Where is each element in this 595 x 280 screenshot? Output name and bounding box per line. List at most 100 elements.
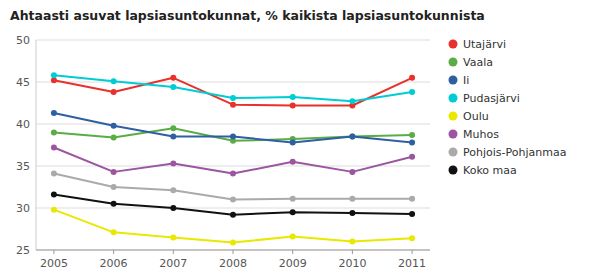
series-line <box>54 210 412 243</box>
x-tick-label: 2007 <box>159 257 187 270</box>
x-tick-label: 2006 <box>100 257 128 270</box>
point <box>170 187 176 193</box>
point <box>230 102 236 108</box>
legend-label: Pudasjärvi <box>463 92 520 105</box>
point <box>170 234 176 240</box>
x-tick <box>352 250 353 254</box>
series-line <box>54 75 412 101</box>
point <box>290 139 296 145</box>
title: Ahtaasti asuvat lapsiasuntokunnat, % kai… <box>10 8 485 23</box>
chart-container: Ahtaasti asuvat lapsiasuntokunnat, % kai… <box>0 0 595 280</box>
series-line <box>54 174 412 200</box>
legend-label: Utajärvi <box>463 38 506 51</box>
point <box>290 196 296 202</box>
point <box>349 239 355 245</box>
legend-label: Vaala <box>463 56 493 69</box>
point <box>51 145 57 151</box>
point <box>111 184 117 190</box>
point <box>349 169 355 175</box>
point <box>51 207 57 213</box>
y-tick-label: 40 <box>16 118 30 131</box>
point <box>51 72 57 78</box>
legend-swatch <box>449 148 458 157</box>
point <box>290 234 296 240</box>
legend-swatch <box>449 112 458 121</box>
point <box>170 84 176 90</box>
point <box>349 196 355 202</box>
point <box>290 94 296 100</box>
point <box>409 132 415 138</box>
point <box>230 171 236 177</box>
legend-swatch <box>449 40 458 49</box>
point <box>409 89 415 95</box>
series-line <box>54 128 412 141</box>
point <box>230 239 236 245</box>
grid-line <box>36 40 430 41</box>
point <box>349 98 355 104</box>
x-tick <box>173 250 174 254</box>
point <box>170 160 176 166</box>
point <box>111 169 117 175</box>
point <box>111 201 117 207</box>
x-tick-label: 2009 <box>279 257 307 270</box>
point <box>111 78 117 84</box>
point <box>111 134 117 140</box>
point <box>349 134 355 140</box>
series-line <box>54 148 412 174</box>
point <box>230 212 236 218</box>
point <box>111 89 117 95</box>
point <box>290 159 296 165</box>
point <box>170 75 176 81</box>
x-tick-label: 2008 <box>219 257 247 270</box>
y-tick-label: 25 <box>16 244 30 257</box>
point <box>409 196 415 202</box>
point <box>290 209 296 215</box>
grid-line <box>36 82 430 83</box>
x-tick-label: 2005 <box>40 257 68 270</box>
legend-swatch <box>449 166 458 175</box>
series-line <box>54 113 412 142</box>
series-line <box>54 195 412 215</box>
point <box>170 134 176 140</box>
point <box>349 210 355 216</box>
point <box>51 192 57 198</box>
point <box>51 110 57 116</box>
legend: Utajärvi Vaala Ii Pudasjärvi Oulu Muhos Pohjoi… <box>449 38 567 177</box>
point <box>290 103 296 109</box>
point <box>230 95 236 101</box>
grid-line <box>36 124 430 125</box>
point <box>51 129 57 135</box>
legend-label: Pohjois-Pohjanmaa <box>463 146 566 159</box>
x-tick-label: 2010 <box>338 257 366 270</box>
point <box>111 123 117 129</box>
legend-swatch <box>449 130 458 139</box>
x-tick <box>53 250 54 254</box>
x-tick <box>292 250 293 254</box>
y-tick-label: 50 <box>16 34 30 47</box>
point <box>409 75 415 81</box>
legend-label: Muhos <box>463 128 499 141</box>
point <box>230 197 236 203</box>
y-tick-label: 45 <box>16 76 30 89</box>
point <box>230 134 236 140</box>
grid-line <box>36 208 430 209</box>
y-tick-label: 30 <box>16 202 30 215</box>
plot-area <box>51 72 415 245</box>
legend-label: Oulu <box>463 110 489 123</box>
point <box>111 229 117 235</box>
legend-swatch <box>449 76 458 85</box>
x-tick <box>412 250 413 254</box>
point <box>170 205 176 211</box>
grid <box>36 40 430 250</box>
point <box>409 154 415 160</box>
legend-swatch <box>449 94 458 103</box>
point <box>51 171 57 177</box>
chart-svg: Ahtaasti asuvat lapsiasuntokunnat, % kai… <box>0 0 595 280</box>
point <box>409 211 415 217</box>
x-tick <box>233 250 234 254</box>
legend-label: Ii <box>463 74 469 87</box>
x-tick <box>113 250 114 254</box>
point <box>409 235 415 241</box>
legend-label: Koko maa <box>463 164 517 177</box>
point <box>170 125 176 131</box>
